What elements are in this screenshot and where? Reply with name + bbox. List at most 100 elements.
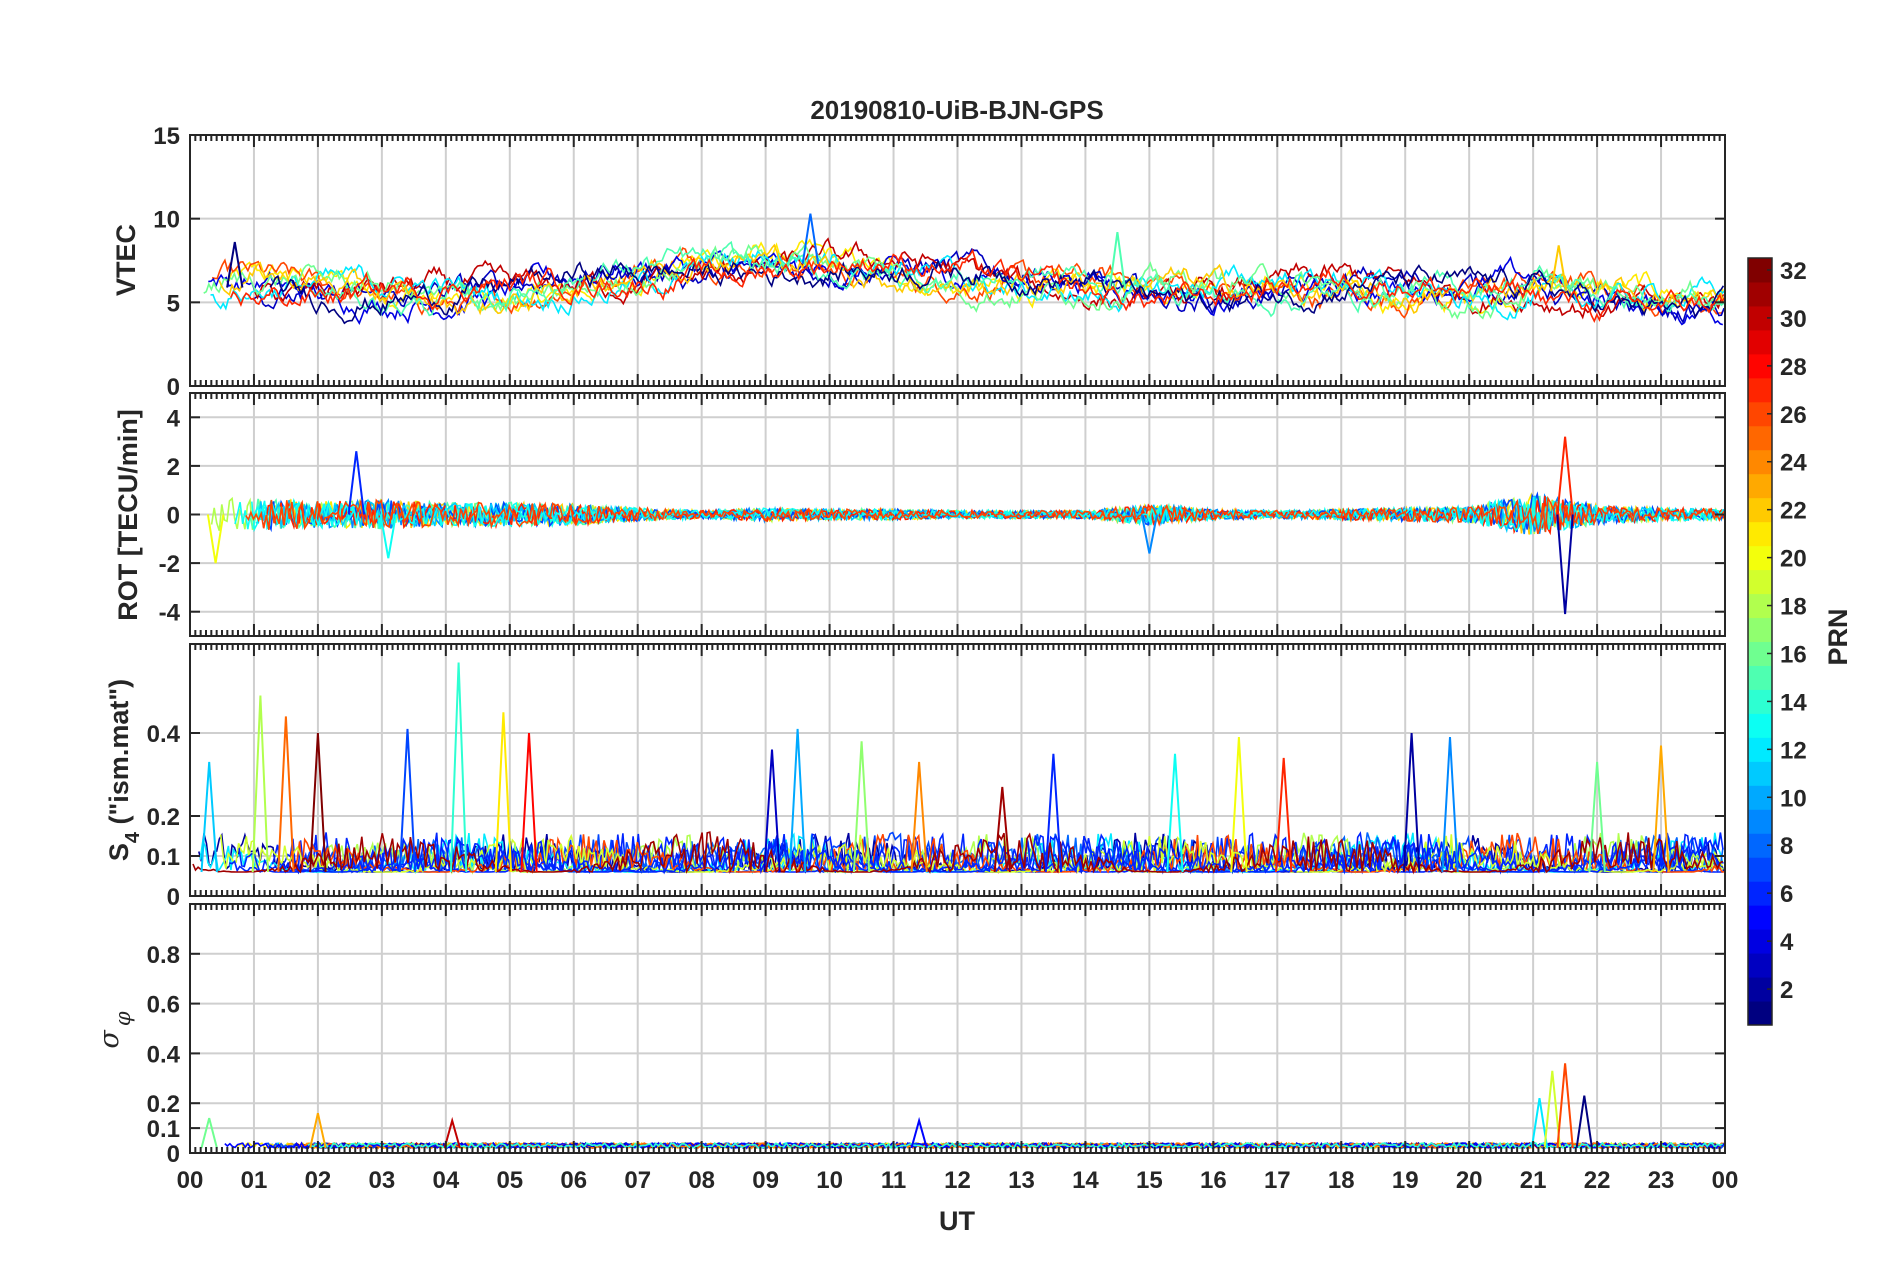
colorbar-segment (1748, 809, 1772, 834)
sigma_phi-peak-mark (1530, 1098, 1549, 1149)
x-tick-label: 08 (688, 1167, 715, 1194)
rot-y-tick-label: -2 (159, 551, 180, 578)
s4-y-tick-label: 0.4 (147, 721, 181, 748)
colorbar-segment (1748, 761, 1772, 786)
sigma_phi-peak-mark (309, 1112, 327, 1149)
sigma_phi-y-tick-label: 0 (167, 1141, 180, 1168)
s4-peak-mark (852, 741, 871, 873)
s4-peak-mark (763, 749, 781, 873)
colorbar-tick-label: 4 (1780, 929, 1794, 956)
vtec-peak-mark (1550, 245, 1568, 292)
colorbar-tick-label: 6 (1780, 881, 1793, 908)
sigma_phi-peak-mark (200, 1117, 218, 1149)
rot-series-trace (245, 495, 1725, 535)
colorbar-segment (1748, 377, 1772, 403)
vtec-series-trace (229, 248, 1725, 324)
colorbar-tick-label: 18 (1780, 594, 1807, 621)
s4-y-axis-label: S4 ("ism.mat") (104, 679, 144, 861)
s4-peak-mark (277, 716, 295, 873)
x-tick-label: 17 (1264, 1167, 1291, 1194)
x-tick-label: 12 (944, 1167, 971, 1194)
sigma_phi-y-tick-label: 0.4 (147, 1041, 181, 1068)
s4-peak-mark (788, 728, 807, 873)
rot-panel: -4 -2 0 2 4 ROT [TECU/min] (113, 392, 1726, 637)
x-tick-label: 04 (432, 1167, 459, 1194)
vtec-peak-mark (226, 241, 244, 288)
rot-peak-mark (1140, 514, 1158, 554)
colorbar-tick-label: 32 (1780, 258, 1807, 285)
s4-peak-mark (200, 761, 218, 873)
colorbar-segment (1748, 329, 1772, 355)
s4-y-tick-label: 0.2 (147, 804, 180, 831)
x-tick-label: 00 (1712, 1167, 1739, 1194)
x-tick-label: 14 (1072, 1167, 1099, 1194)
colorbar-segment (1748, 473, 1772, 499)
sigma_phi-series-trace (307, 1141, 1723, 1150)
x-axis-tick-labels: 00 01 02 03 04 05 06 07 08 09 10 11 12 13 14 15 16 17 18 19… (177, 1167, 1739, 1194)
vtec-axes-frame (189, 134, 1726, 387)
colorbar-tick-label: 22 (1780, 498, 1807, 525)
colorbar-segment (1748, 1001, 1772, 1026)
rot-peak-mark (347, 451, 365, 515)
sigma-phi-panel: 00.10.2 0.4 0.6 0.8 σφ (94, 903, 1726, 1168)
s4-peak-mark (520, 732, 538, 873)
s4-series-trace (238, 832, 1724, 875)
x-tick-label: 11 (881, 1167, 906, 1194)
chart-title: 20190810-UiB-BJN-GPS (810, 95, 1103, 125)
x-tick-label: 09 (752, 1167, 779, 1194)
x-tick-label: 20 (1456, 1167, 1483, 1194)
s4-peak-mark (1166, 753, 1184, 873)
colorbar-segment (1748, 521, 1772, 547)
colorbar-tick-label: 30 (1780, 306, 1807, 333)
s4-peak-mark (1275, 757, 1293, 873)
colorbar-tick-label: 8 (1780, 833, 1793, 860)
s4-peak-mark (1044, 753, 1063, 873)
rot-y-tick-label: 2 (167, 454, 180, 481)
vtec-y-tick-label: 10 (153, 207, 180, 234)
sigma_phi-y-tick-label: 0.1 (147, 1116, 180, 1143)
s4-peak-mark (251, 695, 269, 873)
x-tick-label: 21 (1520, 1167, 1547, 1194)
x-tick-label: 23 (1648, 1167, 1675, 1194)
x-tick-label: 03 (369, 1167, 396, 1194)
vtec-peak-mark (1108, 231, 1127, 290)
x-tick-label: 07 (624, 1167, 651, 1194)
s4-peak-mark (398, 728, 417, 873)
rot-axes-frame (189, 392, 1726, 637)
colorbar-segment (1748, 281, 1772, 307)
vtec-series-trace (269, 259, 1725, 325)
s4-series-trace (219, 833, 1724, 875)
rot-peak-mark (1556, 436, 1574, 515)
s4-series-trace (192, 831, 1724, 875)
s4-panel: 0 0.1 0.2 0.4 S4 ("ism.mat") (104, 643, 1726, 911)
rot-peak-mark (206, 514, 225, 564)
x-tick-label: 22 (1584, 1167, 1611, 1194)
colorbar-segment (1748, 569, 1772, 595)
vtec-y-axis-label: VTEC (111, 224, 141, 296)
rot-y-tick-label: 4 (167, 405, 181, 432)
s4-peak-mark (1441, 737, 1459, 873)
s4-y-tick-label: 0 (167, 884, 180, 911)
colorbar-segment (1748, 857, 1772, 882)
sigma_phi-peak-mark (910, 1116, 928, 1149)
s4-peak-mark (1588, 761, 1606, 873)
s4-peak-mark (309, 732, 327, 873)
colorbar-tick-label: 16 (1780, 641, 1807, 668)
colorbar-frame (1747, 257, 1773, 1026)
x-tick-label: 01 (241, 1167, 268, 1194)
x-tick-label: 02 (305, 1167, 332, 1194)
x-tick-label: 16 (1200, 1167, 1227, 1194)
rot-peak-mark (1556, 514, 1574, 615)
rot-y-tick-label: -4 (159, 600, 181, 627)
colorbar-tick-label: 24 (1780, 450, 1807, 477)
colorbar-segment (1748, 905, 1772, 930)
colorbar-tick-label: 10 (1780, 785, 1807, 812)
s4-peak-mark (1402, 732, 1421, 873)
colorbar-tick-label: 28 (1780, 354, 1807, 381)
colorbar-tick-label: 2 (1780, 977, 1793, 1004)
vtec-y-tick-label: 5 (167, 290, 180, 317)
colorbar-tick-label: 26 (1780, 402, 1807, 429)
colorbar-segment (1748, 713, 1772, 738)
